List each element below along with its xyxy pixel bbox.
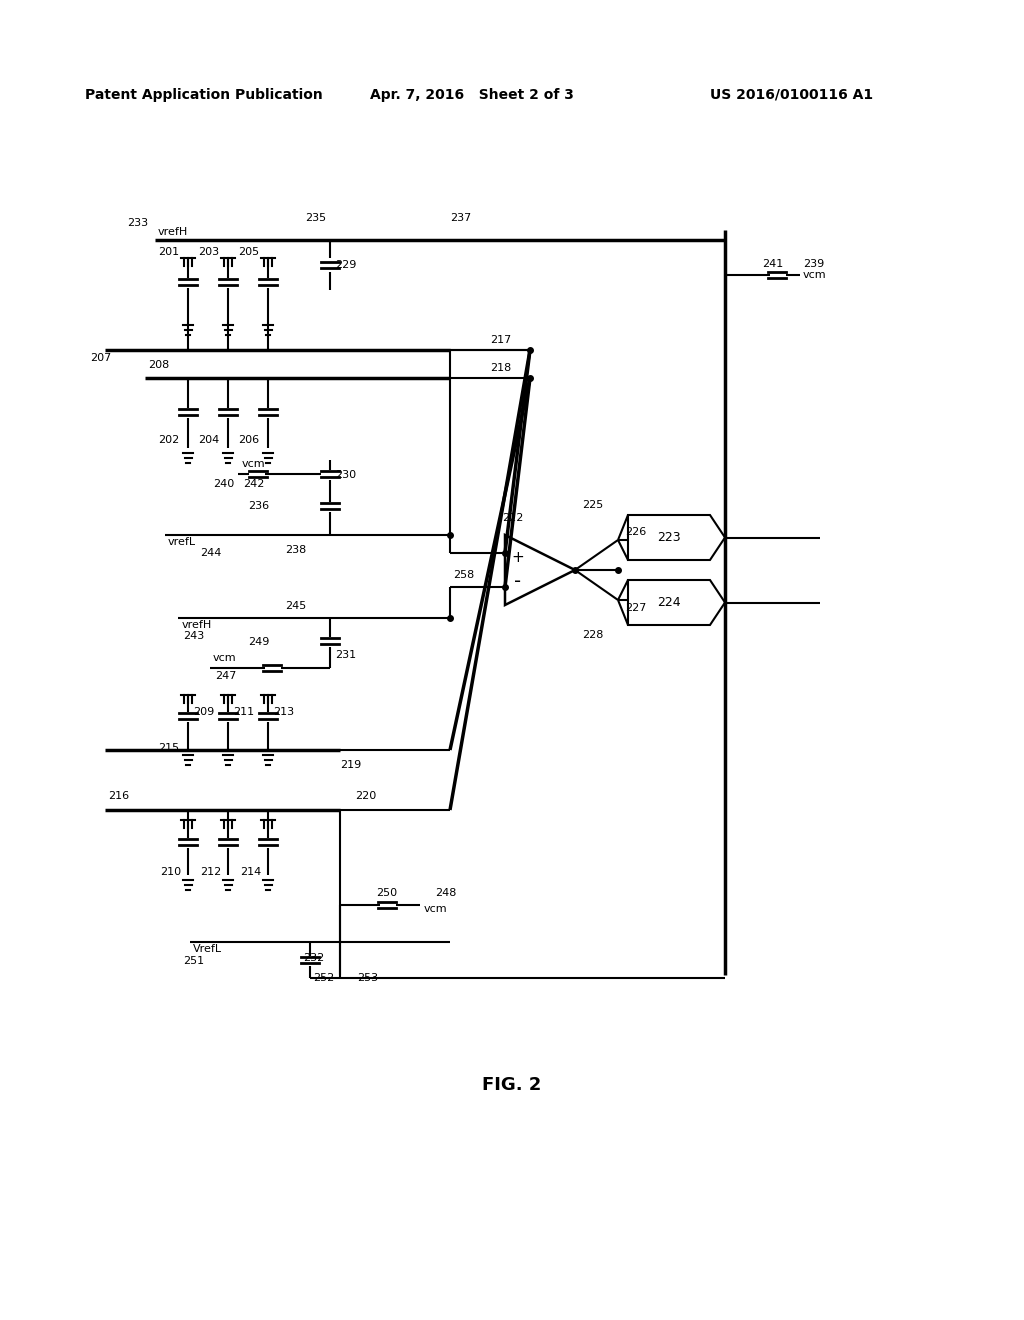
Text: 212: 212 (200, 867, 221, 876)
Text: vrefH: vrefH (158, 227, 188, 238)
Text: 241: 241 (762, 259, 783, 269)
Text: 219: 219 (340, 760, 361, 770)
Text: vcm: vcm (424, 904, 447, 913)
Text: 209: 209 (193, 708, 214, 717)
Text: 251: 251 (183, 956, 204, 966)
Text: 225: 225 (582, 500, 603, 510)
Text: 249: 249 (248, 638, 269, 647)
Text: 240: 240 (213, 479, 234, 488)
Text: 231: 231 (335, 649, 356, 660)
Text: 205: 205 (238, 247, 259, 257)
Text: 207: 207 (90, 352, 112, 363)
Text: VrefL: VrefL (193, 944, 222, 954)
Text: 226: 226 (625, 527, 646, 537)
Text: 248: 248 (435, 888, 457, 898)
Text: Patent Application Publication: Patent Application Publication (85, 88, 323, 102)
Text: 224: 224 (657, 597, 681, 609)
Text: 235: 235 (305, 213, 326, 223)
Text: 228: 228 (582, 630, 603, 640)
Text: 206: 206 (238, 436, 259, 445)
Text: 232: 232 (303, 953, 325, 964)
Text: 239: 239 (803, 259, 824, 269)
Text: 245: 245 (285, 601, 306, 611)
Text: 223: 223 (657, 531, 681, 544)
Text: 216: 216 (108, 791, 129, 801)
Text: 202: 202 (158, 436, 179, 445)
Text: 204: 204 (198, 436, 219, 445)
Text: 238: 238 (285, 545, 306, 554)
Text: Apr. 7, 2016   Sheet 2 of 3: Apr. 7, 2016 Sheet 2 of 3 (370, 88, 573, 102)
Text: 220: 220 (355, 791, 376, 801)
Text: 237: 237 (450, 213, 471, 223)
Text: 211: 211 (233, 708, 254, 717)
Text: 229: 229 (335, 260, 356, 271)
Text: vcm: vcm (213, 653, 237, 663)
Text: 244: 244 (200, 548, 221, 558)
Text: 214: 214 (240, 867, 261, 876)
Text: vcm: vcm (803, 271, 826, 280)
Text: vcm: vcm (242, 459, 265, 469)
Text: 258: 258 (453, 570, 474, 579)
Text: 215: 215 (158, 743, 179, 752)
Text: 253: 253 (357, 973, 378, 983)
Text: 236: 236 (248, 502, 269, 511)
Text: 208: 208 (148, 360, 169, 370)
Text: 243: 243 (183, 631, 204, 642)
Text: 217: 217 (490, 335, 511, 345)
Text: vrefL: vrefL (168, 537, 197, 546)
Text: 222: 222 (502, 513, 523, 523)
Text: 250: 250 (376, 888, 397, 898)
Text: FIG. 2: FIG. 2 (482, 1076, 542, 1094)
Text: vrefH: vrefH (182, 620, 212, 630)
Text: 203: 203 (198, 247, 219, 257)
Text: 227: 227 (625, 603, 646, 612)
Text: 218: 218 (490, 363, 511, 374)
Text: US 2016/0100116 A1: US 2016/0100116 A1 (710, 88, 873, 102)
Text: 210: 210 (160, 867, 181, 876)
Text: 247: 247 (215, 671, 237, 681)
Text: 233: 233 (127, 218, 148, 228)
Text: 252: 252 (313, 973, 334, 983)
Text: 242: 242 (243, 479, 264, 488)
Text: 213: 213 (273, 708, 294, 717)
Text: 201: 201 (158, 247, 179, 257)
Text: -: - (514, 573, 521, 591)
Text: 230: 230 (335, 470, 356, 480)
Text: +: + (512, 550, 524, 565)
